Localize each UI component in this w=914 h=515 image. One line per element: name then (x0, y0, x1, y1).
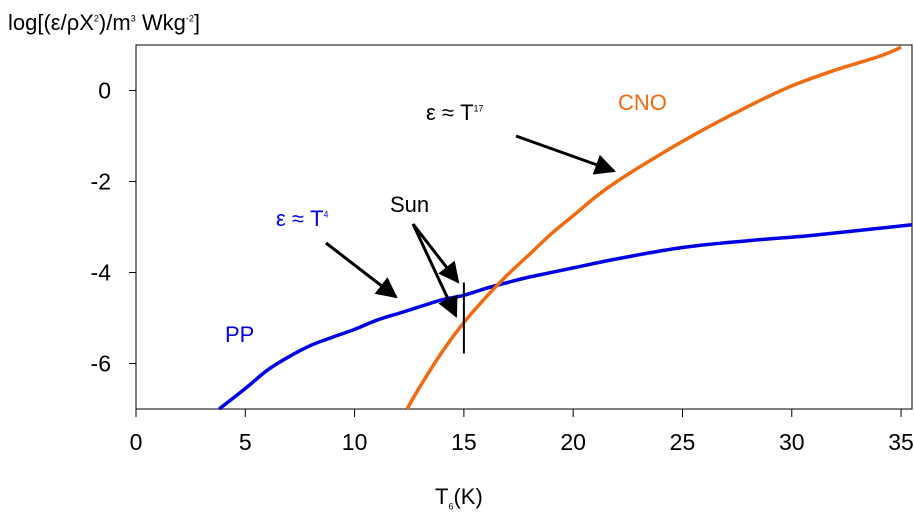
sun-arrow-lower (411, 223, 458, 318)
x-axis-ticks: 0 5 10 15 20 25 30 35 (130, 409, 914, 455)
cno-law-annotation: ε ≈ T17 (426, 100, 484, 125)
pp-law-arrow (325, 241, 398, 299)
y-tick-label: -2 (91, 169, 111, 195)
x-tick-label: 0 (130, 429, 143, 455)
x-tick-label: 20 (560, 429, 586, 455)
x-tick-label: 5 (239, 429, 252, 455)
sun-annotation: Sun (390, 192, 430, 217)
y-tick-label: -6 (91, 351, 111, 377)
cno-law-arrow (515, 134, 616, 175)
sun-arrow-upper (411, 223, 460, 284)
pp-series-label: PP (225, 322, 255, 347)
pp-law-annotation: ε ≈ T4 (276, 206, 329, 231)
x-tick-label: 10 (342, 429, 368, 455)
plot-frame (135, 44, 913, 410)
y-axis-label: log[(ε/ρX2)/m3 Wkg-2] (8, 10, 200, 35)
x-tick-label: 35 (888, 429, 914, 455)
y-tick-label: 0 (98, 78, 111, 104)
y-tick-label: -4 (91, 260, 112, 286)
x-tick-label: 30 (779, 429, 805, 455)
annotation-arrows (325, 134, 616, 318)
x-tick-label: 25 (670, 429, 696, 455)
series-line-cno (405, 45, 902, 410)
x-axis-label: T6(K) (435, 484, 483, 512)
cno-series-label: CNO (618, 90, 667, 115)
x-tick-label: 15 (451, 429, 477, 455)
series-line-pp (218, 222, 913, 411)
y-axis-ticks: 0 -2 -4 -6 (91, 78, 136, 377)
